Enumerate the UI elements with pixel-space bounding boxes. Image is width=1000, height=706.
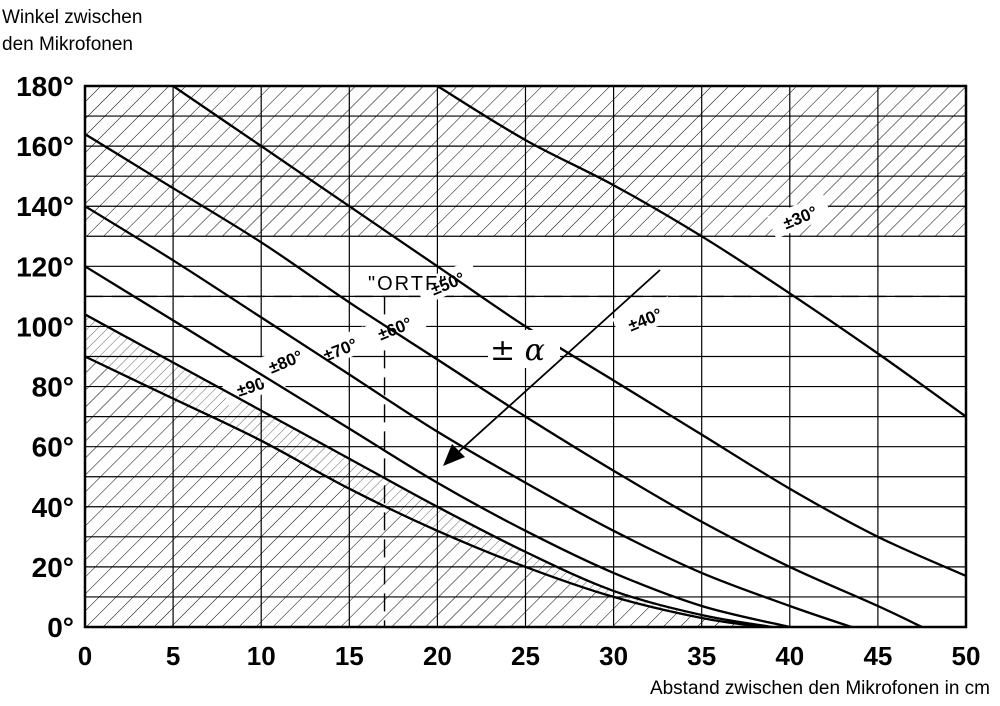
series-label-background	[362, 305, 427, 350]
x-tick-label: 35	[687, 641, 716, 671]
series-line	[85, 265, 791, 627]
ortf-label: "ORTF"	[368, 273, 448, 295]
series-line	[85, 355, 764, 627]
alpha-arrow-head	[443, 444, 465, 466]
y-tick-label: 40°	[32, 492, 74, 523]
x-tick-label: 25	[511, 641, 540, 671]
alpha-annotation: ± α	[443, 269, 661, 466]
series-line	[172, 86, 966, 577]
x-tick-label: 30	[599, 641, 628, 671]
series-label-background	[612, 296, 677, 341]
y-tick-label: 80°	[32, 372, 74, 403]
alpha-label: ± α	[490, 333, 545, 368]
x-tick-label: 20	[423, 641, 452, 671]
series-line	[85, 205, 852, 627]
x-tick-label: 50	[952, 641, 981, 671]
x-tick-label: 40	[775, 641, 804, 671]
series-line	[85, 313, 773, 627]
series-label-background	[767, 194, 832, 239]
y-tick-label: 20°	[32, 552, 74, 583]
y-tick-label: 0°	[47, 612, 74, 643]
ortf-marker	[85, 295, 966, 627]
series-label-group: ±60°	[362, 305, 427, 350]
y-tick-label: 60°	[32, 432, 74, 463]
series-line	[85, 133, 923, 627]
x-tick-label: 10	[247, 641, 276, 671]
y-axis-title-line1: Winkel zwischen	[2, 7, 143, 28]
x-tick-label: 45	[863, 641, 892, 671]
tick-labels: 0 5 10 15 20 25 30 35 40 45 50 0° 20° 40° 60° 80° 100° 12…	[16, 71, 980, 671]
alpha-label-background	[488, 330, 560, 368]
y-tick-label: 140°	[16, 191, 74, 222]
plot-frame	[83, 84, 968, 629]
y-tick-label: 120°	[16, 251, 74, 282]
x-tick-label: 15	[335, 641, 364, 671]
x-axis-title: Abstand zwischen den Mikrofonen in cm	[649, 678, 990, 699]
y-tick-label: 160°	[16, 131, 74, 162]
series-label-background	[414, 260, 480, 305]
series-label-background	[307, 326, 373, 371]
y-tick-label: 180°	[16, 71, 74, 102]
series-label-group: ±70°	[307, 326, 373, 371]
alpha-arrow-line	[454, 269, 661, 456]
y-tick-label: 100°	[16, 311, 74, 342]
y-axis-title-line2: den Mikrofonen	[2, 34, 133, 55]
x-tick-label: 5	[166, 641, 180, 671]
series-line	[436, 86, 966, 418]
y-axis-title: Winkel zwischen den Mikrofonen	[2, 4, 142, 58]
series-label-group: ±40°	[612, 296, 677, 341]
hatch-bottom-region	[85, 356, 764, 627]
x-tick-label: 0	[78, 641, 92, 671]
series-label-background	[252, 338, 318, 384]
